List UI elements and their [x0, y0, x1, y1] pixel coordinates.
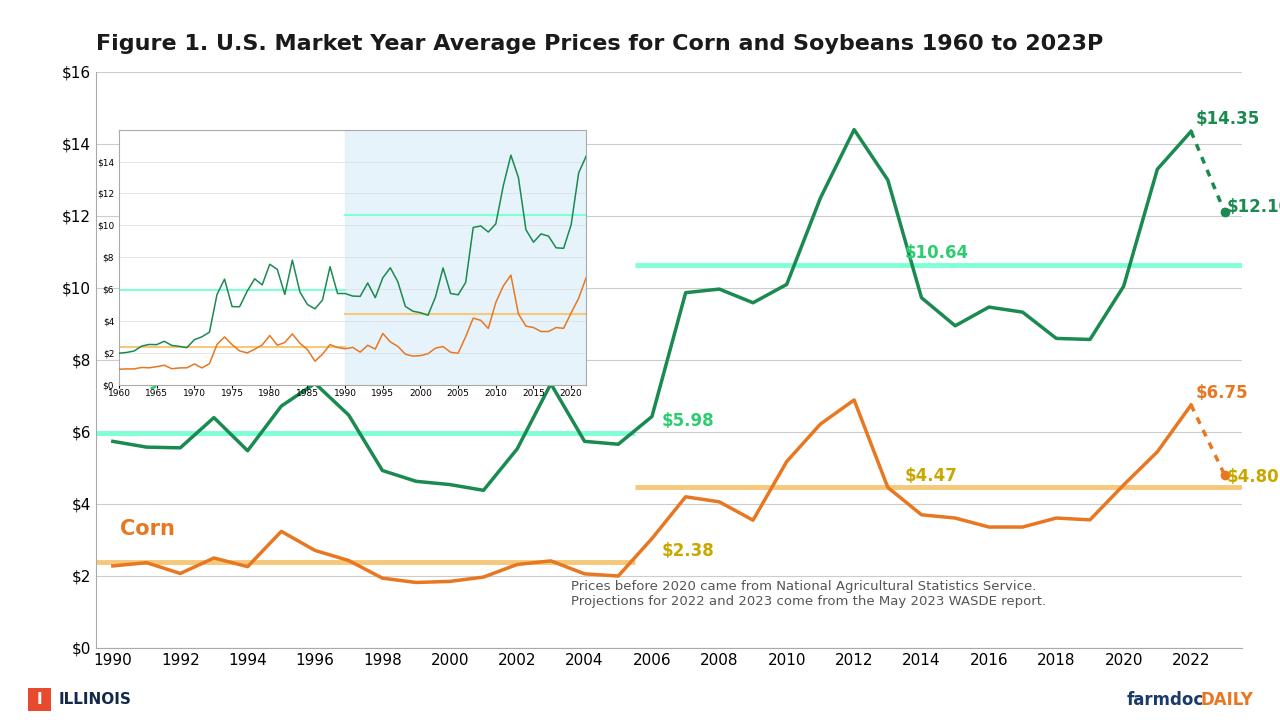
Text: $10.64: $10.64: [905, 245, 969, 263]
Text: DAILY: DAILY: [1201, 691, 1253, 708]
Text: ILLINOIS: ILLINOIS: [59, 693, 132, 707]
FancyBboxPatch shape: [28, 688, 51, 711]
Bar: [346, 130, 586, 385]
Text: Figure 1. U.S. Market Year Average Prices for Corn and Soybeans 1960 to 2023P: Figure 1. U.S. Market Year Average Price…: [96, 34, 1103, 54]
Text: farmdoc: farmdoc: [1126, 691, 1203, 708]
Text: I: I: [37, 693, 42, 707]
Text: Corn: Corn: [119, 518, 174, 539]
Text: $6.75: $6.75: [1196, 384, 1249, 402]
Text: $2.38: $2.38: [662, 542, 714, 560]
Text: $12.10: $12.10: [1226, 199, 1280, 217]
Text: $4.47: $4.47: [905, 467, 957, 485]
Text: $14.35: $14.35: [1196, 110, 1261, 128]
Text: $4.80: $4.80: [1226, 469, 1279, 487]
Text: Soybeans: Soybeans: [119, 369, 233, 390]
Text: $5.98: $5.98: [662, 413, 714, 431]
Text: Prices before 2020 came from National Agricultural Statistics Service.
Projectio: Prices before 2020 came from National Ag…: [571, 580, 1047, 608]
